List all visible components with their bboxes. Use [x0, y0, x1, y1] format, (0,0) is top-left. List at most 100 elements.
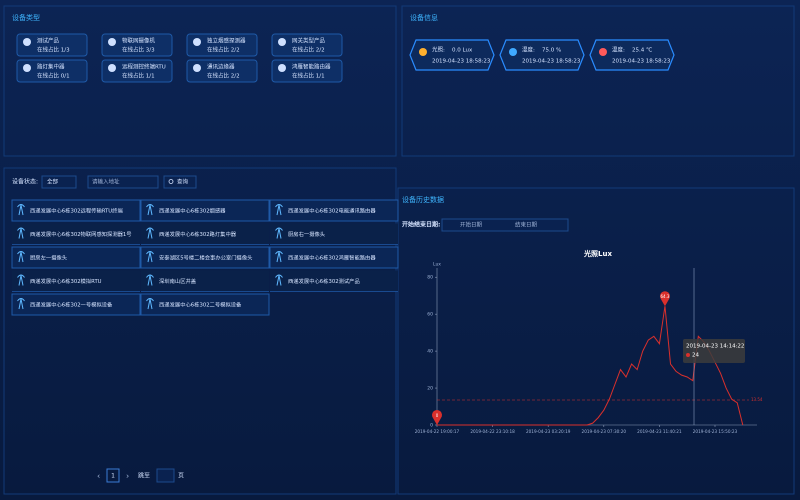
tooltip-dot	[686, 353, 690, 357]
device-name: 安泰湖区5号楼二楼会事办公室门摄像头	[159, 254, 252, 262]
info-label: 光照:	[432, 46, 445, 54]
info-reading: 0.0 Lux	[452, 48, 473, 54]
info-icon	[419, 48, 427, 56]
info-card	[499, 39, 585, 71]
device-icon	[146, 227, 154, 239]
section-title: 设备历史数据	[402, 195, 444, 204]
device-type-name: 远程测控终端RTU	[122, 63, 166, 71]
device-name: 西递发展中心6栋302物联网感知探测器1号	[30, 230, 132, 238]
device-icon	[146, 251, 154, 263]
device-name: 厨房左一摄像头	[30, 254, 67, 262]
info-label: 温度:	[612, 46, 625, 54]
next-page[interactable]: ›	[126, 472, 129, 481]
device-type-card[interactable]	[186, 33, 258, 57]
device-type-icon	[23, 38, 31, 46]
device-item[interactable]	[141, 270, 269, 292]
device-type-card[interactable]	[271, 33, 343, 57]
device-type-icon	[108, 64, 116, 72]
device-icon	[17, 274, 25, 286]
device-type-card[interactable]	[101, 59, 173, 83]
search-button[interactable]	[163, 175, 197, 189]
device-name: 深圳南山区井盖	[159, 277, 197, 285]
device-type-online: 在线占比 2/2	[207, 46, 240, 54]
pin-min	[432, 410, 442, 425]
device-item[interactable]	[12, 223, 140, 245]
y-tick-label: 40	[427, 349, 433, 355]
device-type-online: 在线占比 1/3	[37, 46, 70, 54]
end-date: 结束日期	[515, 221, 538, 229]
device-icon	[146, 274, 154, 286]
y-tick-label: 20	[427, 386, 433, 392]
date-range[interactable]	[441, 218, 569, 232]
device-type-card[interactable]	[16, 33, 88, 57]
device-name: 西递发展中心6栋302二号模拟设备	[159, 301, 242, 309]
device-type-name: 独立烟感探测器	[207, 37, 246, 45]
device-name: 西递发展中心6栋302测试产品	[288, 277, 360, 285]
device-type-name: 网关类型产品	[292, 37, 326, 45]
status-select[interactable]	[41, 175, 77, 189]
device-icon	[146, 298, 154, 310]
tooltip	[683, 339, 745, 363]
tooltip-value: 24	[692, 353, 699, 359]
device-type-card[interactable]	[101, 33, 173, 57]
device-type-icon	[193, 38, 201, 46]
address-input[interactable]	[87, 175, 159, 189]
prev-page[interactable]: ‹	[97, 472, 100, 481]
device-icon	[275, 274, 283, 286]
x-tick-label: 2019-04-22 23:10:18	[470, 429, 515, 434]
device-item[interactable]	[12, 270, 140, 292]
panel	[3, 5, 397, 157]
y-tick-label: 80	[427, 275, 433, 281]
device-type-icon	[278, 64, 286, 72]
data-line	[437, 306, 744, 426]
chart-title: 光照Lux	[583, 249, 612, 258]
device-icon	[275, 251, 283, 263]
device-type-card[interactable]	[186, 59, 258, 83]
device-icon	[17, 298, 25, 310]
page-box[interactable]	[106, 468, 120, 483]
device-type-name: 物联网摄像机	[122, 37, 156, 45]
x-tick-label: 2019-04-23 07:30:20	[582, 429, 627, 434]
device-type-online: 在线占比 1/1	[292, 72, 325, 80]
device-item[interactable]	[270, 270, 398, 292]
jump-input[interactable]	[156, 468, 175, 483]
device-name: 西递发展中心6栋302远程传输RTU终端	[30, 207, 123, 215]
device-item[interactable]	[141, 223, 269, 245]
device-type-icon	[193, 64, 201, 72]
device-name: 西递发展中心6栋302烟感器	[159, 207, 226, 215]
info-card	[589, 39, 675, 71]
section-title: 设备信息	[410, 13, 438, 22]
device-type-card[interactable]	[271, 59, 343, 83]
device-type-icon	[108, 38, 116, 46]
device-name: 厨房右一摄像头	[288, 230, 325, 238]
device-type-online: 在线占比 1/1	[122, 72, 155, 80]
page-number[interactable]: 1	[111, 473, 115, 480]
x-tick-label: 2019-04-23 15:50:23	[693, 429, 738, 434]
device-item[interactable]	[270, 223, 398, 245]
device-type-card[interactable]	[16, 59, 88, 83]
start-date: 开始日期	[460, 221, 483, 229]
device-icon	[146, 204, 154, 216]
pin-label: 0	[436, 413, 439, 418]
device-type-online: 在线占比 3/3	[122, 46, 155, 54]
tooltip-time: 2019-04-23 14:14:22	[686, 344, 744, 350]
info-reading: 75.0 %	[542, 48, 561, 54]
panel	[401, 5, 795, 157]
page-unit: 页	[178, 473, 184, 480]
info-time: 2019-04-23 18:58:23	[432, 59, 491, 65]
address-placeholder: 请输入地址	[92, 178, 120, 186]
device-icon	[17, 227, 25, 239]
average-label: 13.54	[751, 397, 763, 402]
device-name: 西递发展中心6栋302一号模拟设备	[30, 301, 113, 309]
device-name: 西递发展中心6栋302鸿雁智能路由器	[288, 254, 376, 262]
device-name: 西递发展中心6栋302电能通讯路由器	[288, 207, 376, 215]
device-type-name: 通讯边缘器	[207, 63, 235, 71]
device-icon	[17, 204, 25, 216]
x-tick-label: 2019-04-22 19:00:17	[415, 429, 460, 434]
x-tick-label: 2019-04-23 03:20:19	[526, 429, 571, 434]
pin-label: 64.3	[661, 294, 670, 299]
y-axis-label: Lux	[433, 262, 441, 268]
device-type-name: 鸿雁智能路由器	[292, 63, 331, 71]
